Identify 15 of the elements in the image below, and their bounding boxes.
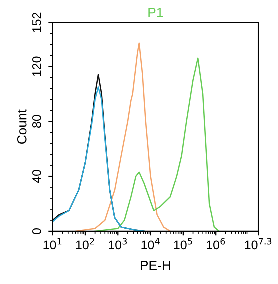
x-tick-label: 10$^{1}$ [44,238,62,250]
y-tick-label: 80 [32,115,42,128]
y-tick-label: 0 [32,228,42,234]
x-tick-label: 10$^{2}$ [76,238,94,250]
chart-title: P1 [148,8,164,18]
y-tick-label: 120 [32,56,42,76]
y-axis-title: Count [17,110,27,144]
x-tick-label: 10$^{7.3}$ [245,238,272,250]
y-tick-label: 40 [32,170,42,184]
x-tick-label: 10$^{3}$ [109,238,128,250]
y-tick-label: 152 [32,12,42,32]
x-tick-label: 10$^{5}$ [174,238,192,250]
x-tick-label: 10$^{4}$ [142,238,160,250]
x-axis-title: PE-H [141,260,170,270]
x-tick-label: 10$^{6}$ [207,238,226,250]
